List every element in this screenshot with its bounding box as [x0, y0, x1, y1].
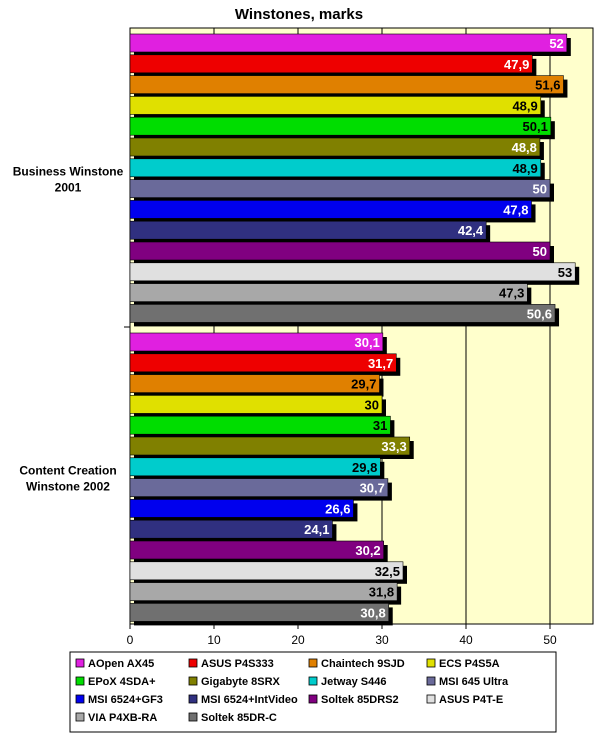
- legend-swatch: [308, 676, 318, 686]
- x-tick-label: 0: [127, 633, 134, 647]
- bar-value-label: 31,7: [368, 356, 393, 371]
- bar: [129, 353, 397, 373]
- bar-value-label: 48,9: [512, 161, 537, 176]
- bar-value-label: 48,9: [512, 98, 537, 113]
- bar: [129, 395, 383, 414]
- bar: [129, 54, 533, 74]
- legend-swatch: [75, 712, 85, 722]
- x-tick-label: 10: [207, 633, 221, 647]
- plot-area: 52 47,9 51,6 48,9 50,1 48,8 48,9 50 47,8 42,4 50 53…: [13, 27, 594, 647]
- bar: [129, 137, 541, 157]
- category-label: 2001: [55, 181, 82, 195]
- legend-entry: Soltek 85DR-C: [201, 712, 277, 724]
- bar-value-label: 50,6: [527, 306, 552, 321]
- category-label: Business Winstone: [13, 165, 124, 179]
- legend-entry: MSI 6524+IntVideo: [201, 694, 298, 706]
- legend-entry: MSI 6524+GF3: [88, 694, 163, 706]
- bar-value-label: 33,3: [381, 439, 406, 454]
- bar: [129, 457, 381, 477]
- bar-value-label: 52: [549, 36, 563, 51]
- bar-value-label: 53: [558, 265, 572, 280]
- bar: [129, 96, 542, 115]
- bar-value-label: 29,8: [352, 460, 377, 475]
- bar-value-label: 30,7: [360, 481, 385, 496]
- bar-value-label: 42,4: [458, 223, 484, 238]
- bar-value-label: 50: [533, 182, 547, 197]
- bar: [129, 220, 487, 240]
- bar: [129, 519, 333, 539]
- legend-entry: AOpen AX45: [88, 658, 154, 670]
- category-label: Content Creation: [19, 464, 116, 478]
- legend-swatch: [426, 694, 436, 704]
- bar: [129, 33, 568, 53]
- bar: [129, 75, 564, 94]
- legend-swatch: [188, 658, 198, 668]
- legend-swatch: [188, 676, 198, 686]
- bar: [129, 499, 354, 518]
- bar-value-label: 32,5: [375, 564, 400, 579]
- legend-entry: Chaintech 9SJD: [321, 658, 405, 670]
- bar-value-label: 47,3: [499, 286, 524, 301]
- category-label: Winstone 2002: [26, 480, 110, 494]
- legend-swatch: [75, 676, 85, 686]
- legend-entry: ASUS P4S333: [201, 658, 274, 670]
- bar-value-label: 30,8: [360, 605, 385, 620]
- bar-value-label: 51,6: [535, 78, 560, 93]
- bar-value-label: 26,6: [325, 501, 350, 516]
- bar: [129, 116, 552, 136]
- bar-value-label: 29,7: [351, 377, 376, 392]
- legend-swatch: [426, 658, 436, 668]
- bar: [129, 478, 389, 497]
- bar: [129, 436, 411, 456]
- x-tick-label: 40: [459, 633, 473, 647]
- x-tick-label: 30: [375, 633, 389, 647]
- bar-value-label: 30,2: [355, 543, 380, 558]
- bar: [129, 158, 542, 178]
- bar-value-label: 47,8: [503, 202, 528, 217]
- legend-swatch: [188, 694, 198, 704]
- bar-value-label: 47,9: [504, 57, 529, 72]
- legend-swatch: [188, 712, 198, 722]
- legend-entry: Gigabyte 8SRX: [201, 676, 281, 688]
- chart-title: Winstones, marks: [235, 6, 363, 23]
- bar: [129, 304, 556, 323]
- bar-value-label: 31: [373, 418, 387, 433]
- bar-value-label: 24,1: [304, 522, 329, 537]
- bar: [129, 415, 391, 435]
- bar: [129, 283, 528, 302]
- bar-value-label: 31,8: [369, 585, 394, 600]
- bar-value-label: 50: [533, 244, 547, 259]
- legend-entry: ASUS P4T-E: [439, 694, 503, 706]
- bar: [129, 582, 398, 601]
- bar: [129, 603, 390, 622]
- bar: [129, 241, 551, 261]
- legend-entry: MSI 645 Ultra: [439, 676, 509, 688]
- legend-swatch: [426, 676, 436, 686]
- legend-entry: VIA P4XB-RA: [88, 712, 157, 724]
- legend-swatch: [75, 658, 85, 668]
- bar-value-label: 30: [365, 397, 379, 412]
- legend-swatch: [75, 694, 85, 704]
- legend-swatch: [308, 694, 318, 704]
- legend: AOpen AX45 ASUS P4S333 Chaintech 9SJD ECS P…: [69, 651, 557, 733]
- bar: [129, 262, 576, 282]
- legend-entry: ECS P4S5A: [439, 658, 500, 670]
- bar: [129, 200, 532, 219]
- bar-value-label: 48,8: [512, 140, 537, 155]
- bar: [129, 332, 384, 352]
- bar-value-label: 50,1: [523, 119, 548, 134]
- x-tick-label: 20: [291, 633, 305, 647]
- bar: [129, 374, 380, 393]
- bar: [129, 179, 551, 198]
- legend-entry: EPoX 4SDA+: [88, 676, 156, 688]
- bar: [129, 561, 404, 581]
- x-tick-label: 50: [543, 633, 557, 647]
- legend-entry: Jetway S446: [321, 676, 386, 688]
- bar-value-label: 30,1: [355, 335, 380, 350]
- bar: [129, 540, 384, 560]
- legend-entry: Soltek 85DRS2: [321, 694, 399, 706]
- legend-swatch: [308, 658, 318, 668]
